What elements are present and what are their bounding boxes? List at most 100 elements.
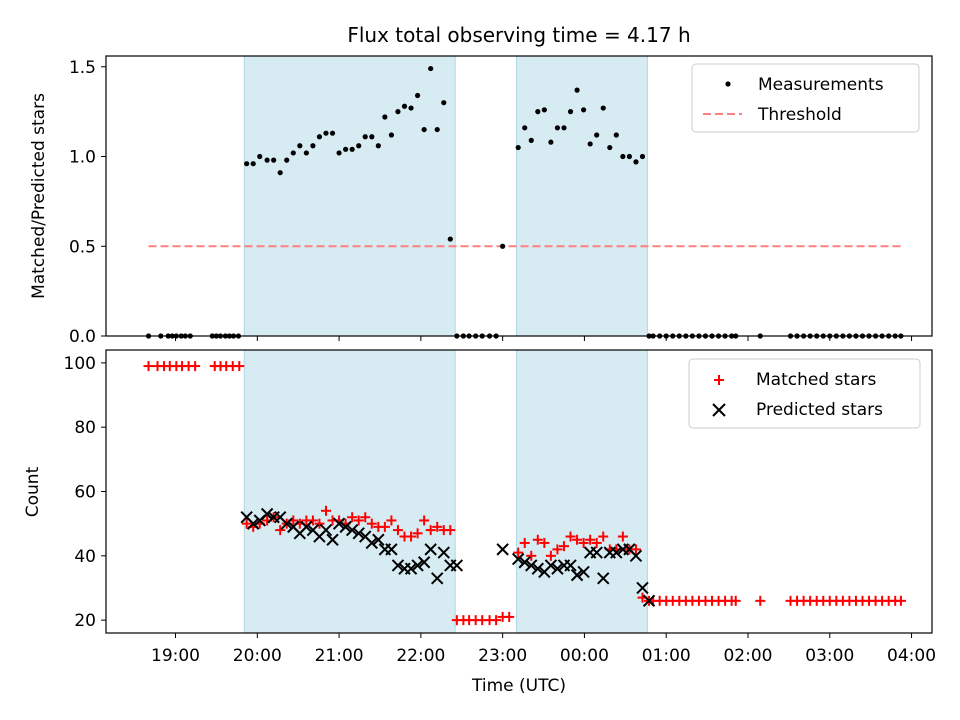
bottom-ytick-label: 80 xyxy=(74,418,96,438)
predicted-marker-b xyxy=(642,594,656,608)
measurement-point xyxy=(329,130,336,136)
matched-star-point xyxy=(406,531,417,542)
matched-star-point xyxy=(445,525,456,536)
matched-star-point xyxy=(578,537,589,548)
predicted-star-point xyxy=(247,517,260,530)
predicted-marker-b xyxy=(260,507,274,521)
measurement-point xyxy=(515,144,521,151)
measurement-point xyxy=(522,125,528,131)
predicted-marker-b xyxy=(273,511,287,524)
predicted-marker-b xyxy=(431,572,444,585)
matched-star-point xyxy=(539,537,550,548)
measurement-point xyxy=(561,125,567,131)
matched-star-point xyxy=(143,361,154,372)
matched-star-point xyxy=(895,595,906,606)
predicted-star-point xyxy=(496,543,509,556)
predicted-star-point xyxy=(300,520,313,534)
count-panel: 20 40 60 80 100 19:00 20:00 21:00 22:00 23:00 00:… xyxy=(23,349,936,696)
matched-star-point xyxy=(234,361,245,372)
matched-star-point xyxy=(598,531,609,542)
predicted-marker-b xyxy=(359,530,372,543)
measurement-point xyxy=(626,153,633,160)
predicted-marker-b xyxy=(424,543,437,556)
measurement-point xyxy=(244,161,250,167)
predicted-stars-points xyxy=(240,507,656,608)
predicted-marker-b xyxy=(326,533,339,546)
measurement-point xyxy=(271,157,277,163)
predicted-star-point xyxy=(610,546,623,559)
matched-star-point xyxy=(532,534,543,545)
predicted-star-point xyxy=(391,559,405,572)
predicted-marker-b xyxy=(247,517,260,530)
predicted-marker-b xyxy=(287,520,300,534)
matched-star-point xyxy=(275,525,286,536)
measurement-point xyxy=(414,92,421,99)
matched-star-point xyxy=(545,550,556,561)
predicted-star-point xyxy=(642,594,656,608)
predicted-star-point xyxy=(372,533,385,546)
bottom-ytick-label: 100 xyxy=(64,354,96,374)
measurement-point xyxy=(421,126,427,133)
matched-star-point xyxy=(347,512,358,523)
predicted-marker-b xyxy=(280,517,293,530)
predicted-star-point xyxy=(352,527,365,540)
measurement-point xyxy=(290,150,296,156)
matched-star-point xyxy=(730,595,741,606)
measurement-point xyxy=(310,143,316,149)
legend-predicted-marker xyxy=(712,403,726,417)
matched-star-point xyxy=(320,505,331,516)
predicted-star-point xyxy=(450,559,464,572)
predicted-marker-b xyxy=(345,523,359,537)
matched-star-point xyxy=(419,515,430,526)
measurement-point xyxy=(257,153,263,160)
predicted-marker-b xyxy=(564,559,577,572)
legend-predicted-label: Predicted stars xyxy=(756,400,883,420)
top-axes-frame xyxy=(105,55,933,337)
predicted-star-point xyxy=(597,572,610,585)
predicted-marker-b xyxy=(391,559,405,572)
matched-star-point xyxy=(241,518,252,529)
predicted-star-point xyxy=(551,562,564,575)
predicted-marker-b xyxy=(319,523,333,537)
x-axis-label: Time (UTC) xyxy=(471,676,566,696)
measurement-point xyxy=(581,107,587,113)
matched-star-point xyxy=(591,537,602,548)
matched-star-point xyxy=(552,544,563,555)
xtick-label: 03:00 xyxy=(805,646,854,666)
measurement-point xyxy=(284,157,290,163)
measurement-point xyxy=(388,132,395,138)
measurement-point xyxy=(349,146,355,152)
bottom-ytick-label: 20 xyxy=(74,611,96,631)
predicted-star-point xyxy=(385,543,398,556)
predicted-marker-b xyxy=(339,520,352,534)
measurement-point xyxy=(600,105,606,111)
predicted-star-point xyxy=(365,536,378,550)
legend-threshold-label: Threshold xyxy=(757,105,842,125)
matched-star-point xyxy=(504,611,515,622)
top-shaded-region-0 xyxy=(243,55,456,337)
predicted-star-point xyxy=(424,543,437,556)
measurement-point xyxy=(264,157,270,163)
legend-matched-marker xyxy=(714,375,724,385)
predicted-marker-b xyxy=(623,543,636,556)
predicted-marker-b xyxy=(577,565,590,579)
matched-star-point xyxy=(412,528,423,539)
bottom-ytick-label: 60 xyxy=(74,483,96,503)
xtick-label: 02:00 xyxy=(723,646,772,666)
legend-measurements-label: Measurements xyxy=(758,75,884,95)
matched-star-point xyxy=(379,521,390,532)
predicted-marker-b xyxy=(525,559,538,572)
predicted-marker-b xyxy=(597,572,610,585)
measurement-point xyxy=(362,134,368,140)
predicted-marker-b xyxy=(518,556,531,569)
predicted-marker-b xyxy=(306,523,320,537)
bottom-y-ticks: 20 40 60 80 100 xyxy=(64,354,106,631)
matched-star-point xyxy=(392,525,403,536)
measurement-point xyxy=(336,150,342,156)
predicted-star-point xyxy=(525,559,538,572)
xtick-label: 20:00 xyxy=(233,646,282,666)
predicted-marker-b xyxy=(352,527,365,540)
matched-star-point xyxy=(565,531,576,542)
predicted-marker-b xyxy=(437,546,450,559)
